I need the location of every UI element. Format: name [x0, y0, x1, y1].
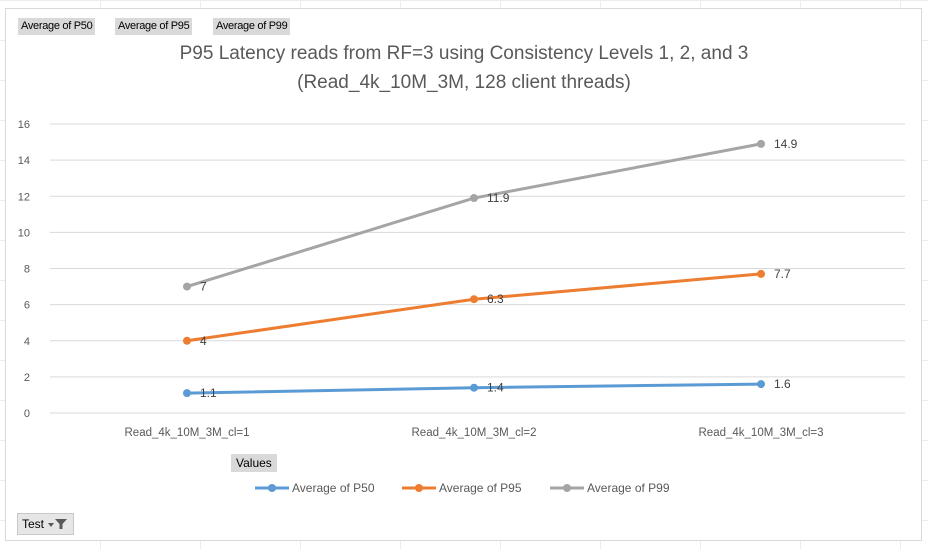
values-field-button[interactable]: Values — [231, 454, 277, 472]
field-button-p95[interactable]: Average of P95 — [115, 18, 193, 35]
test-filter-button[interactable]: Test — [17, 513, 75, 535]
field-button-p99[interactable]: Average of P99 — [213, 18, 291, 35]
chart-title-line-2: (Read_4k_10M_3M, 128 client threads) — [297, 72, 631, 93]
filter-dropdown-icon — [47, 518, 69, 530]
chart-title-line-1: P95 Latency reads from RF=3 using Consis… — [179, 43, 749, 64]
test-filter-label: Test — [22, 517, 45, 531]
field-button-p50[interactable]: Average of P50 — [18, 18, 96, 35]
